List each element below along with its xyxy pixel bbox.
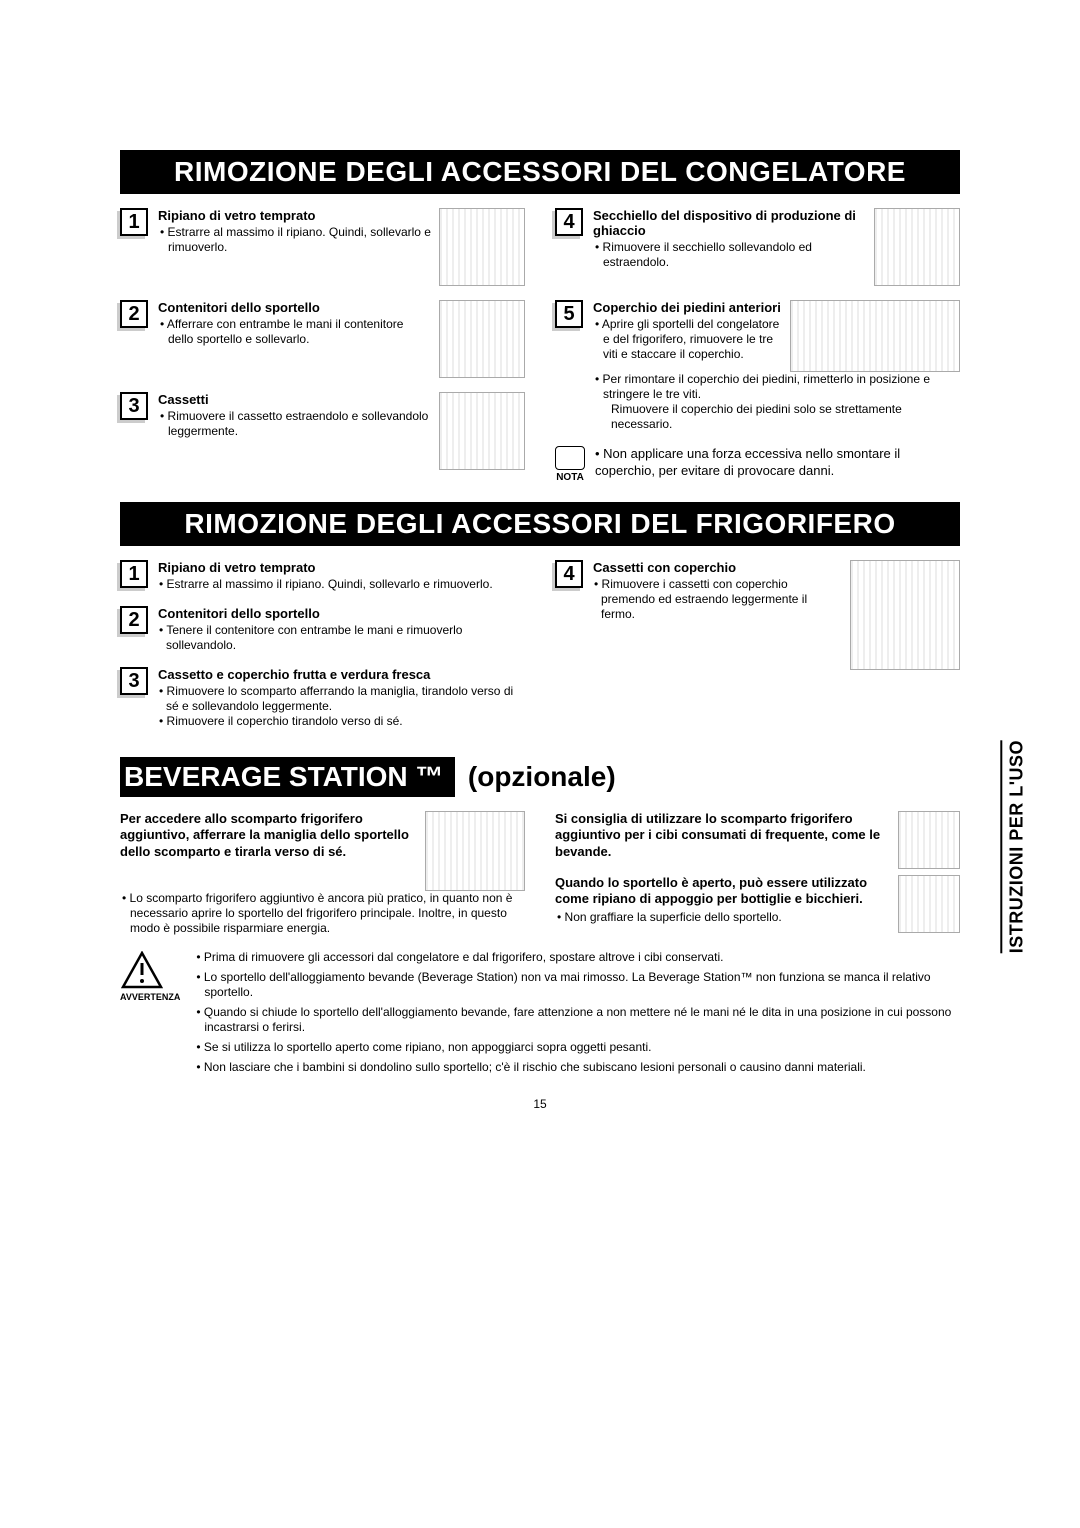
step-title: Contenitori dello sportello	[158, 606, 525, 621]
step-num: 4	[555, 208, 583, 236]
warn-item: • Prima di rimuovere gli accessori dal c…	[194, 950, 960, 966]
step-bullet: • Aprire gli sportelli del congelatore e…	[593, 317, 782, 362]
diagram	[898, 811, 960, 869]
s3-left-bold: Per accedere allo scomparto frigorifero …	[120, 811, 409, 860]
step-bullet: • Tenere il contenitore con entrambe le …	[158, 623, 525, 653]
step-bullet: • Rimuovere il coperchio tirandolo verso…	[158, 714, 525, 729]
step-num: 2	[120, 606, 148, 634]
step-bullet: • Rimuovere lo scomparto afferrando la m…	[158, 684, 525, 714]
diagram	[790, 300, 960, 372]
step-num: 4	[555, 560, 583, 588]
diagram	[439, 300, 525, 378]
step-title: Contenitori dello sportello	[158, 300, 431, 315]
step-title: Cassetti con coperchio	[593, 560, 842, 575]
step-bullet: • Rimuovere il cassetto estraendolo e so…	[158, 409, 431, 439]
warning-icon	[120, 950, 164, 990]
step-bullet: • Rimuovere i cassetti con coperchio pre…	[593, 577, 842, 622]
step-num: 5	[555, 300, 583, 328]
section3-title: BEVERAGE STATION ™	[120, 757, 455, 797]
step-num: 2	[120, 300, 148, 328]
warn-item: • Lo sportello dell'alloggiamento bevand…	[194, 970, 960, 1001]
nota-label: NOTA	[555, 472, 585, 483]
step-bullet: • Per rimontare il coperchio dei piedini…	[593, 372, 960, 402]
s3-left-bullet: • Lo scomparto frigorifero aggiuntivo è …	[120, 891, 525, 936]
diagram	[874, 208, 960, 286]
warn-item: • Non lasciare che i bambini si dondolin…	[194, 1060, 960, 1076]
s3-right-b1: Si consiglia di utilizzare lo scomparto …	[555, 811, 882, 860]
side-tab: ISTRUZIONI PER L'USO	[1000, 740, 1027, 953]
step-title: Cassetti	[158, 392, 431, 407]
section3-opt: (opzionale)	[468, 761, 616, 792]
step-title: Cassetto e coperchio frutta e verdura fr…	[158, 667, 525, 682]
nota-icon	[555, 446, 585, 470]
step-bullet: • Rimuovere il secchiello sollevandolo e…	[593, 240, 866, 270]
diagram	[850, 560, 960, 670]
step-num: 1	[120, 208, 148, 236]
diagram	[898, 875, 960, 933]
step-num: 1	[120, 560, 148, 588]
section1-title: RIMOZIONE DEGLI ACCESSORI DEL CONGELATOR…	[120, 150, 960, 194]
step-bullet: • Estrarre al massimo il ripiano. Quindi…	[158, 225, 431, 255]
step-bullet: • Estrarre al massimo il ripiano. Quindi…	[158, 577, 525, 592]
nota-text: • Non applicare una forza eccessiva nell…	[595, 446, 960, 480]
step-indent: Rimuovere il coperchio dei piedini solo …	[593, 402, 960, 432]
s3-right-b2: Quando lo sportello è aperto, può essere…	[555, 875, 882, 908]
step-title: Secchiello del dispositivo di produzione…	[593, 208, 866, 238]
step-title: Ripiano di vetro temprato	[158, 560, 525, 575]
page-number: 15	[120, 1097, 960, 1111]
diagram	[425, 811, 525, 891]
warning-label: AVVERTENZA	[120, 992, 180, 1002]
step-num: 3	[120, 667, 148, 695]
step-title: Ripiano di vetro temprato	[158, 208, 431, 223]
diagram	[439, 392, 525, 470]
warn-item: • Quando si chiude lo sportello dell'all…	[194, 1005, 960, 1036]
warn-item: • Se si utilizza lo sportello aperto com…	[194, 1040, 960, 1056]
s3-right-bullet: • Non graffiare la superficie dello spor…	[555, 910, 882, 925]
step-bullet: • Afferrare con entrambe le mani il cont…	[158, 317, 431, 347]
step-title: Coperchio dei piedini anteriori	[593, 300, 782, 315]
diagram	[439, 208, 525, 286]
section2-title: RIMOZIONE DEGLI ACCESSORI DEL FRIGORIFER…	[120, 502, 960, 546]
step-num: 3	[120, 392, 148, 420]
